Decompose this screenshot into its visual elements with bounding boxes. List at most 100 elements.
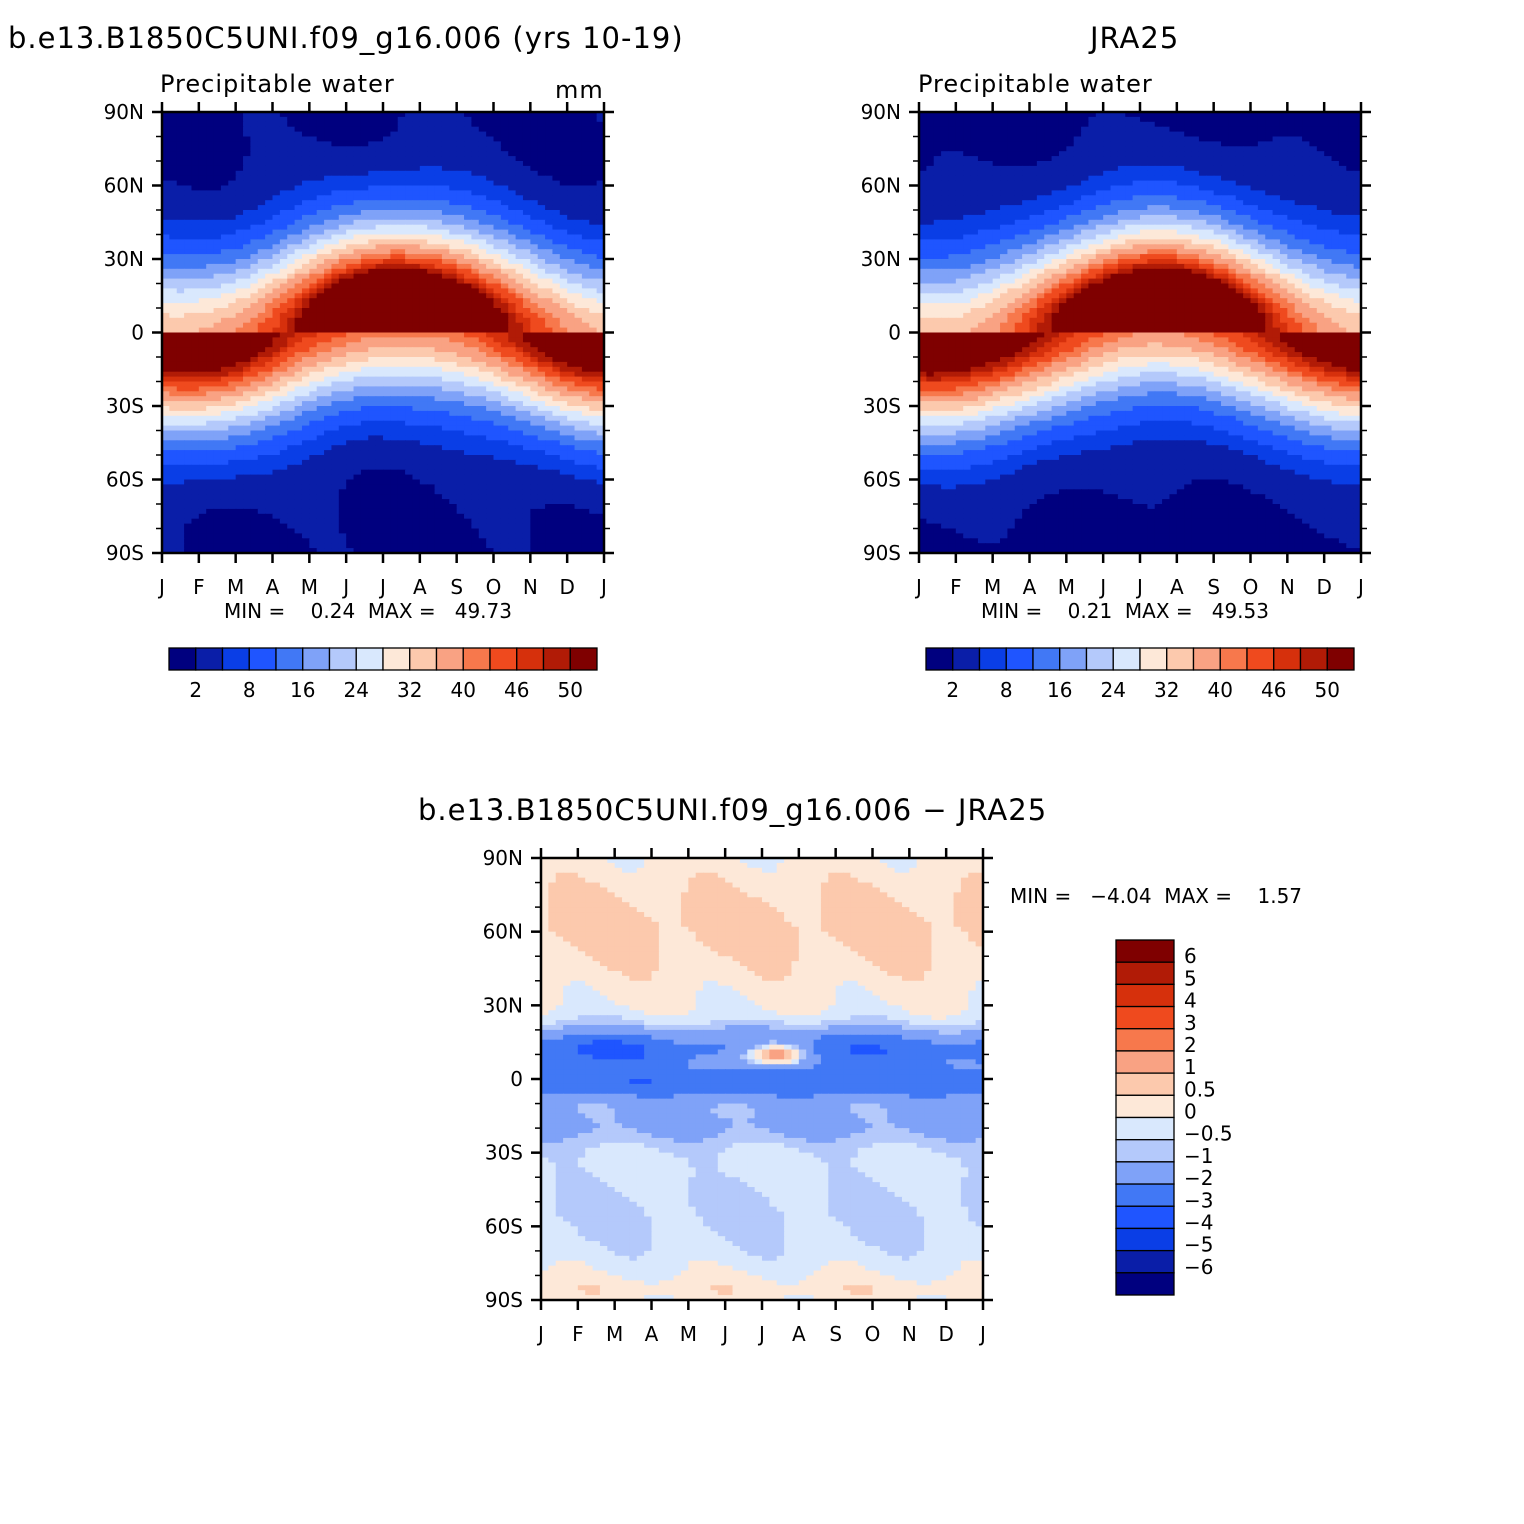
field-cell	[589, 146, 598, 152]
field-cell	[316, 317, 325, 324]
field-cell	[574, 308, 583, 314]
field-cell	[353, 317, 362, 324]
field-cell	[390, 366, 399, 373]
field-cell	[486, 479, 495, 485]
field-cell	[419, 214, 428, 221]
field-cell	[464, 347, 472, 353]
field-cell	[434, 499, 443, 505]
field-cell	[191, 175, 200, 182]
field-cell	[375, 450, 384, 456]
field-cell	[169, 440, 178, 446]
field-cell	[596, 469, 605, 476]
field-cell	[176, 254, 185, 260]
field-cell	[508, 479, 517, 485]
field-cell	[567, 420, 576, 427]
field-cell	[316, 484, 325, 490]
field-cell	[449, 298, 458, 304]
field-cell	[508, 249, 517, 255]
field-cell	[279, 381, 288, 387]
field-cell	[368, 303, 377, 309]
field-cell	[515, 450, 524, 456]
field-cell	[493, 337, 502, 343]
field-cell	[257, 175, 266, 182]
field-cell	[405, 479, 414, 485]
field-cell	[530, 278, 539, 285]
field-cell	[427, 219, 436, 226]
field-cell	[360, 332, 369, 338]
field-cell	[383, 156, 391, 162]
field-cell	[427, 381, 436, 387]
field-cell	[176, 450, 185, 456]
field-cell	[589, 116, 598, 123]
field-cell	[272, 298, 281, 304]
field-cell	[265, 161, 274, 167]
field-cell	[316, 175, 325, 182]
field-cell	[324, 410, 333, 417]
field-cell	[184, 464, 193, 471]
field-cell	[508, 170, 517, 177]
field-cell	[390, 136, 399, 142]
field-cell	[169, 136, 178, 142]
field-cell	[412, 141, 421, 147]
field-cell	[368, 484, 377, 490]
field-cell	[493, 283, 502, 289]
field-cell	[360, 391, 369, 397]
field-cell	[220, 504, 229, 510]
field-cell	[419, 484, 428, 490]
field-cell	[375, 273, 384, 280]
field-cell	[530, 494, 539, 500]
field-cell	[176, 136, 185, 142]
field-cell	[581, 342, 590, 348]
field-cell	[537, 386, 546, 392]
field-cell	[537, 126, 546, 133]
field-cell	[567, 170, 576, 177]
field-cell	[515, 121, 524, 128]
field-cell	[198, 229, 207, 236]
field-cell	[287, 484, 296, 490]
field-cell	[272, 234, 281, 240]
field-cell	[515, 406, 524, 412]
field-cell	[309, 131, 318, 138]
field-cell	[338, 494, 347, 500]
field-cell	[294, 406, 303, 412]
field-cell	[220, 469, 229, 476]
field-cell	[530, 312, 539, 319]
field-cell	[191, 303, 200, 309]
field-cell	[206, 504, 215, 510]
field-cell	[228, 513, 237, 520]
field-cell	[464, 410, 472, 417]
field-cell	[257, 273, 266, 280]
field-cell	[449, 494, 458, 500]
field-cell	[301, 249, 310, 255]
field-cell	[346, 342, 355, 348]
field-cell	[405, 278, 414, 285]
field-cell	[265, 249, 274, 255]
field-cell	[522, 254, 531, 260]
field-cell	[471, 342, 480, 348]
field-cell	[287, 435, 296, 441]
field-cell	[589, 278, 598, 285]
field-cell	[574, 224, 583, 231]
field-cell	[324, 131, 333, 138]
field-cell	[537, 406, 546, 412]
field-cell	[456, 445, 465, 451]
field-cell	[545, 121, 554, 128]
field-cell	[441, 170, 450, 177]
field-cell	[405, 131, 414, 138]
field-cell	[287, 508, 296, 515]
field-cell	[331, 337, 340, 343]
field-cell	[272, 401, 281, 407]
field-cell	[176, 430, 185, 436]
field-cell	[552, 347, 561, 353]
field-cell	[353, 185, 362, 191]
field-cell	[353, 190, 362, 196]
field-cell	[301, 361, 310, 368]
field-cell	[294, 337, 303, 343]
field-cell	[220, 112, 229, 118]
field-cell	[287, 121, 296, 128]
field-cell	[456, 337, 465, 343]
field-cell	[545, 195, 554, 201]
field-cell	[552, 371, 561, 378]
field-cell	[427, 401, 436, 407]
field-cell	[405, 298, 414, 304]
